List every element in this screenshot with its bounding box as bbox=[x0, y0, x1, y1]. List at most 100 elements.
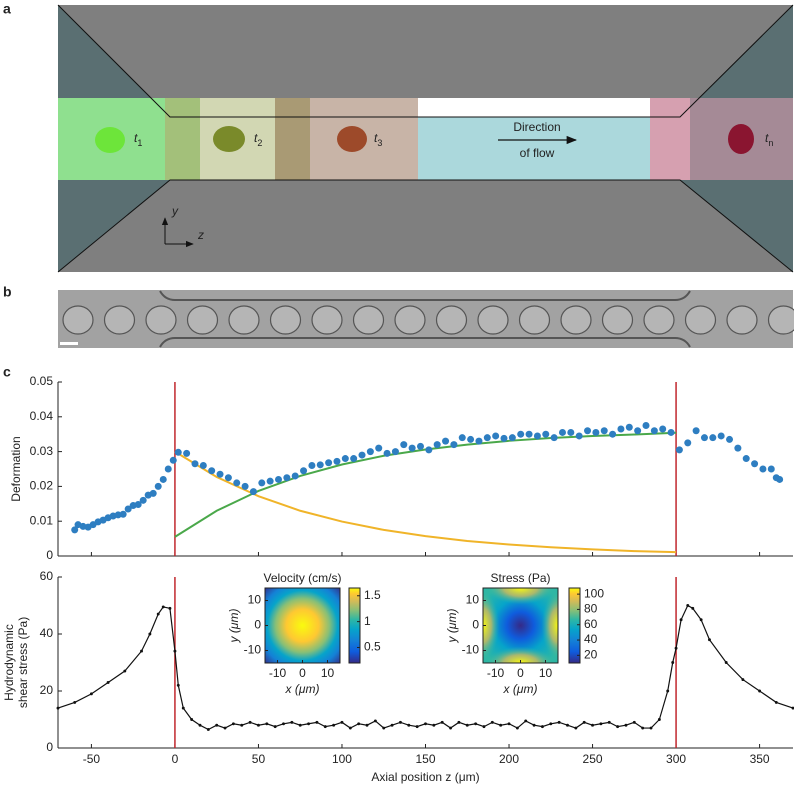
data-point bbox=[450, 441, 458, 449]
scale-bar bbox=[60, 342, 78, 345]
cell-image bbox=[477, 305, 509, 335]
axis-letter: z bbox=[197, 228, 204, 242]
cell-label: t1 bbox=[134, 131, 142, 148]
y-axis-label: y (μm) bbox=[227, 609, 241, 644]
data-point bbox=[759, 465, 767, 473]
y-axis-label: y (μm) bbox=[445, 609, 459, 644]
data-point bbox=[283, 474, 291, 482]
data-point bbox=[442, 437, 450, 445]
data-point bbox=[650, 427, 658, 435]
band bbox=[275, 98, 310, 180]
x-tick-label: 0 bbox=[299, 666, 306, 680]
data-point bbox=[675, 446, 683, 454]
x-tick-label: 0 bbox=[517, 666, 524, 680]
data-point bbox=[159, 475, 167, 483]
data-point bbox=[308, 462, 316, 470]
data-point bbox=[119, 510, 127, 518]
y-tick-label: 0 bbox=[254, 618, 261, 632]
data-point bbox=[241, 482, 249, 490]
y-tick-label: 0 bbox=[472, 618, 479, 632]
data-point bbox=[575, 432, 583, 440]
data-point bbox=[433, 441, 441, 449]
data-point bbox=[558, 428, 566, 436]
band bbox=[650, 98, 690, 180]
panel-label: b bbox=[3, 284, 12, 300]
y-axis-label: shear stress (Pa) bbox=[16, 617, 30, 708]
inset-title: Stress (Pa) bbox=[490, 571, 550, 585]
flow-label: Direction bbox=[513, 120, 560, 134]
x-tick-label: 10 bbox=[321, 666, 335, 680]
heatmap-hotspot bbox=[486, 588, 555, 605]
cell-image bbox=[560, 305, 592, 335]
cell-image bbox=[103, 305, 136, 335]
cell-image bbox=[684, 305, 717, 335]
data-point bbox=[600, 427, 608, 435]
cell bbox=[95, 127, 125, 153]
axis-letter: y bbox=[171, 204, 179, 218]
data-point bbox=[408, 444, 416, 452]
data-point bbox=[391, 448, 399, 456]
y-tick-label: 0.05 bbox=[30, 374, 54, 388]
colorbar-tick-label: 1.5 bbox=[364, 588, 381, 602]
y-tick-label: 0.01 bbox=[30, 513, 54, 527]
x-tick-label: 150 bbox=[415, 752, 435, 766]
data-point bbox=[767, 465, 775, 473]
channel bbox=[418, 117, 650, 180]
y-tick-label: -10 bbox=[462, 643, 480, 657]
data-point bbox=[500, 434, 508, 442]
data-point bbox=[517, 430, 525, 438]
cell-image bbox=[269, 305, 302, 335]
y-tick-label: 20 bbox=[40, 683, 54, 697]
data-point bbox=[734, 444, 742, 452]
data-point bbox=[458, 434, 466, 442]
x-tick-label: -10 bbox=[487, 666, 505, 680]
data-point bbox=[717, 432, 725, 440]
x-axis-label: x (μm) bbox=[285, 682, 320, 696]
fit-line bbox=[174, 450, 677, 554]
y-tick-label: 0.03 bbox=[30, 444, 54, 458]
cell-image bbox=[767, 305, 794, 335]
data-point bbox=[358, 451, 366, 459]
cell-image bbox=[311, 305, 343, 335]
data-point bbox=[291, 472, 299, 480]
cell-image bbox=[518, 305, 551, 335]
data-point bbox=[776, 475, 784, 483]
x-tick-label: -10 bbox=[269, 666, 287, 680]
y-tick-label: 0 bbox=[46, 740, 53, 754]
y-axis-label: Hydrodynamic bbox=[2, 624, 16, 701]
inset-title: Velocity (cm/s) bbox=[263, 571, 341, 585]
cell-label: tn bbox=[765, 131, 773, 148]
heatmap-hotspot bbox=[486, 646, 555, 663]
x-tick-label: 0 bbox=[172, 752, 179, 766]
data-point bbox=[316, 461, 324, 469]
fit-line bbox=[174, 431, 677, 538]
cell bbox=[213, 126, 245, 152]
x-tick-label: 100 bbox=[332, 752, 352, 766]
cell-image bbox=[228, 305, 260, 335]
data-point bbox=[174, 448, 182, 456]
data-point bbox=[341, 455, 349, 463]
colorbar-tick-label: 60 bbox=[584, 617, 598, 631]
data-point bbox=[275, 475, 282, 483]
data-point bbox=[350, 455, 358, 463]
data-point bbox=[692, 427, 700, 435]
cell-image bbox=[726, 305, 758, 335]
y-tick-label: 60 bbox=[40, 569, 54, 583]
data-point bbox=[258, 479, 266, 487]
heatmap-hotspot bbox=[541, 591, 558, 660]
heatmap-hotspot bbox=[483, 591, 500, 660]
data-point bbox=[154, 482, 162, 490]
data-point bbox=[216, 470, 224, 478]
cell-image bbox=[62, 305, 94, 335]
cell-image bbox=[643, 305, 675, 335]
data-point bbox=[249, 488, 257, 496]
data-point bbox=[233, 479, 241, 487]
cell-image bbox=[145, 305, 177, 335]
y-tick-label: 10 bbox=[466, 593, 480, 607]
cell bbox=[337, 126, 367, 152]
data-point bbox=[139, 496, 147, 504]
data-point bbox=[71, 526, 79, 534]
channel-walls bbox=[57, 4, 794, 273]
x-tick-label: 200 bbox=[499, 752, 519, 766]
